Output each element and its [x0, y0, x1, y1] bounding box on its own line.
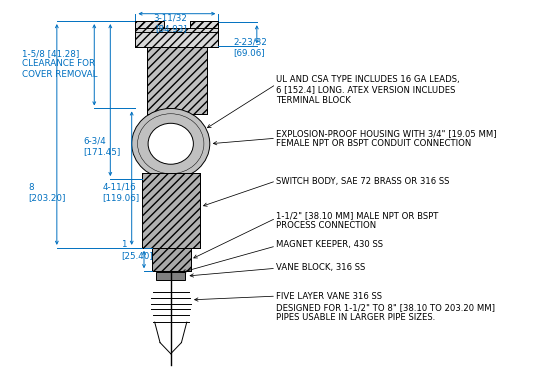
Bar: [147, 47, 207, 114]
Text: MAGNET KEEPER, 430 SS: MAGNET KEEPER, 430 SS: [276, 240, 383, 250]
Bar: [135, 21, 218, 47]
Bar: [135, 21, 218, 47]
Ellipse shape: [148, 123, 194, 164]
Text: EXPLOSION-PROOF HOUSING WITH 3/4" [19.05 MM]
FEMALE NPT OR BSPT CONDUIT CONNECTI: EXPLOSION-PROOF HOUSING WITH 3/4" [19.05…: [276, 129, 497, 148]
Text: 8
[203.20]: 8 [203.20]: [29, 183, 66, 202]
Text: 1-5/8 [41.28]
CLEARANCE FOR
COVER REMOVAL: 1-5/8 [41.28] CLEARANCE FOR COVER REMOVA…: [22, 49, 97, 79]
Text: UL AND CSA TYPE INCLUDES 16 GA LEADS,
6 [152.4] LONG. ATEX VERSION INCLUDES
TERM: UL AND CSA TYPE INCLUDES 16 GA LEADS, 6 …: [276, 75, 460, 105]
Bar: [163, 14, 190, 28]
Text: SWITCH BODY, SAE 72 BRASS OR 316 SS: SWITCH BODY, SAE 72 BRASS OR 316 SS: [276, 177, 449, 186]
Text: 3-11/32
[84.93]: 3-11/32 [84.93]: [154, 14, 188, 33]
Text: 1-1/2" [38.10 MM] MALE NPT OR BSPT
PROCESS CONNECTION: 1-1/2" [38.10 MM] MALE NPT OR BSPT PROCE…: [276, 211, 438, 230]
Bar: [142, 173, 200, 248]
Bar: [152, 248, 190, 271]
Bar: [135, 21, 163, 28]
Text: FIVE LAYER VANE 316 SS
DESIGNED FOR 1-1/2" TO 8" [38.10 TO 203.20 MM]
PIPES USAB: FIVE LAYER VANE 316 SS DESIGNED FOR 1-1/…: [276, 292, 495, 322]
Bar: [190, 21, 218, 28]
Bar: [156, 272, 185, 280]
Text: 4-11/16
[119.06]: 4-11/16 [119.06]: [102, 183, 140, 202]
Text: 1
[25.40]: 1 [25.40]: [121, 240, 153, 260]
Bar: [142, 173, 200, 248]
Bar: [147, 47, 207, 114]
Text: VANE BLOCK, 316 SS: VANE BLOCK, 316 SS: [276, 263, 365, 272]
Ellipse shape: [131, 109, 210, 179]
Text: 6-3/4
[171.45]: 6-3/4 [171.45]: [84, 137, 121, 156]
Bar: [152, 248, 190, 271]
Text: 2-23/32
[69.06]: 2-23/32 [69.06]: [233, 38, 267, 57]
